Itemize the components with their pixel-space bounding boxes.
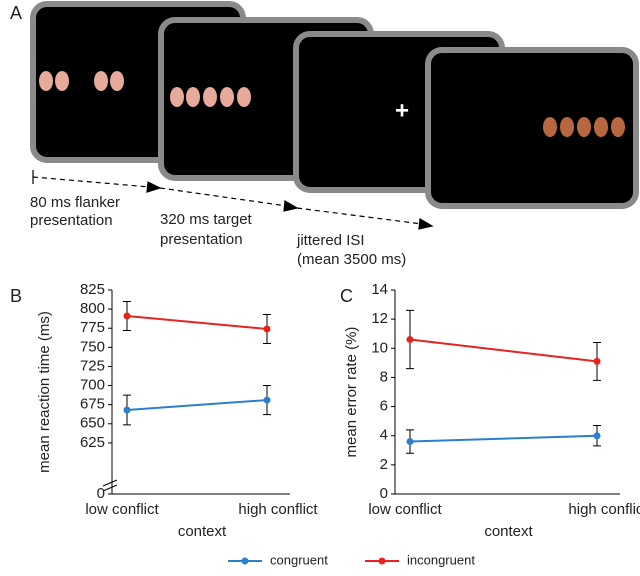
y-tick-label: 4 [380,427,388,444]
y-tick-label: 775 [80,319,105,336]
y-tick-label: 8 [380,368,388,385]
point [406,438,414,446]
x-axis-label: context [178,523,227,540]
panel-label: B [10,286,22,306]
y-tick-label: 725 [80,357,105,374]
axis-break [102,479,118,487]
point [123,312,131,320]
point [263,325,271,333]
screen [425,47,639,209]
y-tick-label: 2 [380,456,388,473]
step-label: jittered ISI [296,232,365,249]
x-axis-label: context [484,523,533,540]
x-tick-label: low conflict [85,501,159,518]
y-axis-label: mean reaction time (ms) [36,311,53,473]
y-tick-label: 0 [380,485,388,502]
step-label: 80 ms flanker [30,194,120,211]
step-label: presentation [160,231,243,248]
y-tick-label: 625 [80,434,105,451]
step-label: 320 ms target [160,211,253,228]
series-line [126,314,268,330]
y-tick-label: 825 [80,281,105,298]
faces [543,117,625,137]
series-line [409,434,598,443]
point [406,336,414,344]
faces [170,87,251,107]
y-axis-label: mean error rate (%) [343,327,360,458]
series-line [126,399,268,412]
y-tick-label: 750 [80,338,105,355]
faces [39,71,124,91]
series-line [409,338,598,363]
step-label: (mean 3500 ms) [297,251,406,268]
point [593,432,601,440]
legend-marker [378,557,386,565]
fixation-cross: + [395,97,409,124]
axis-break [102,484,118,492]
point [263,396,271,404]
y-tick-label: 0 [97,485,105,502]
legend-label: congruent [270,552,328,567]
legend-label: incongruent [407,552,475,567]
point [123,406,131,414]
panel-label: A [10,3,22,23]
y-tick-label: 700 [80,377,105,394]
x-tick-label: low conflict [368,501,442,518]
y-tick-label: 6 [380,398,388,415]
x-tick-label: high conflict [568,501,640,518]
y-tick-label: 12 [371,310,388,327]
panel-label: C [340,286,353,306]
y-tick-label: 650 [80,415,105,432]
timeline [32,170,434,230]
x-tick-label: high conflict [238,501,318,518]
point [593,357,601,365]
step-label: presentation [30,212,113,229]
y-tick-label: 14 [371,281,388,298]
y-tick-label: 675 [80,396,105,413]
y-tick-label: 10 [371,339,388,356]
legend-marker [241,557,249,565]
y-tick-label: 800 [80,300,105,317]
